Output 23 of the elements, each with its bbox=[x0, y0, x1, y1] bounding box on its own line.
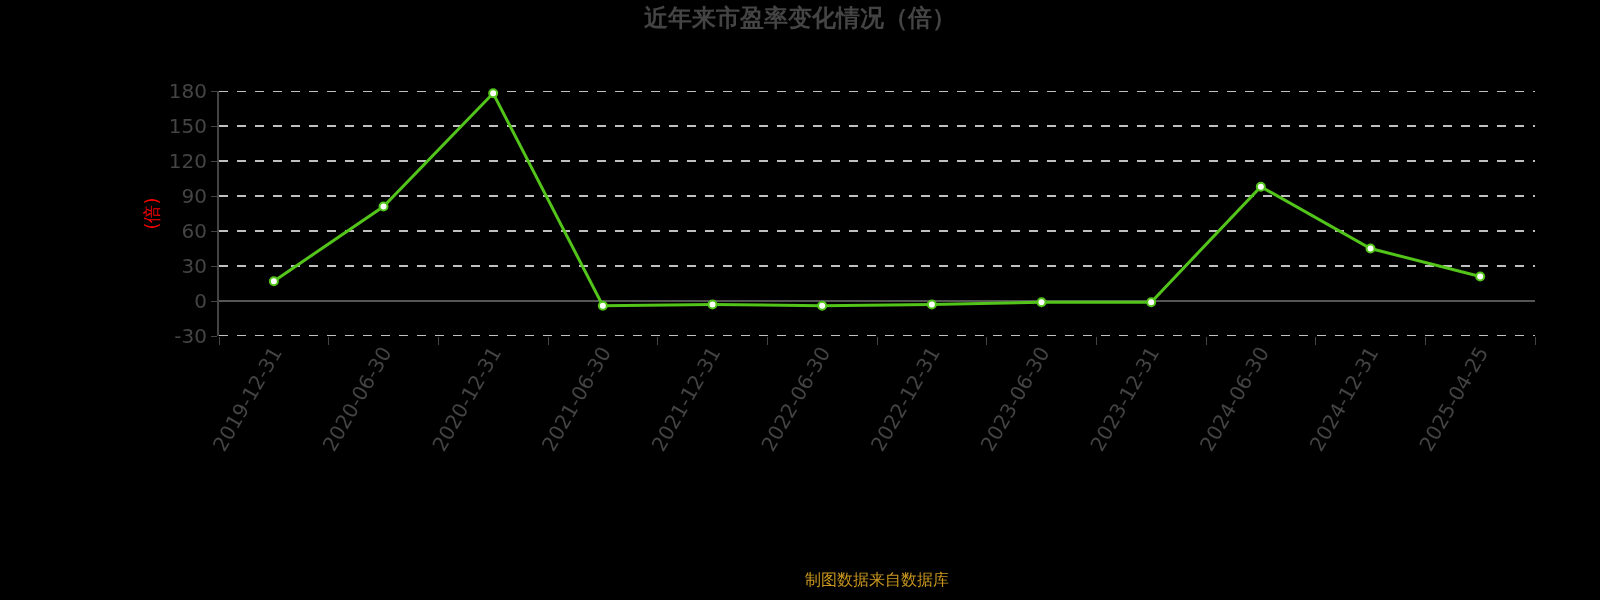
point bbox=[817, 300, 828, 311]
point bbox=[597, 300, 608, 311]
y-tick-label: 30 bbox=[181, 254, 207, 278]
y-tick-label: 90 bbox=[181, 184, 207, 208]
point bbox=[1475, 271, 1486, 282]
y-tick-label: 180 bbox=[168, 79, 207, 103]
point bbox=[1146, 297, 1157, 308]
chart-title: 近年来市盈率变化情况（倍） bbox=[644, 3, 956, 32]
point bbox=[1036, 297, 1047, 308]
point bbox=[488, 88, 499, 99]
point bbox=[926, 299, 937, 310]
y-tick-label: 0 bbox=[194, 289, 207, 313]
y-tick-label: 120 bbox=[168, 149, 207, 173]
point bbox=[268, 276, 279, 287]
point bbox=[1255, 181, 1266, 192]
point bbox=[1365, 243, 1376, 254]
y-tick-label: 150 bbox=[168, 114, 207, 138]
y-axis-title: (倍) bbox=[140, 197, 162, 230]
point bbox=[707, 299, 718, 310]
y-tick-label: 60 bbox=[181, 219, 207, 243]
point bbox=[378, 201, 389, 212]
y-tick-label: -30 bbox=[174, 324, 207, 348]
text: 制图数据来自数据库 bbox=[805, 570, 949, 589]
